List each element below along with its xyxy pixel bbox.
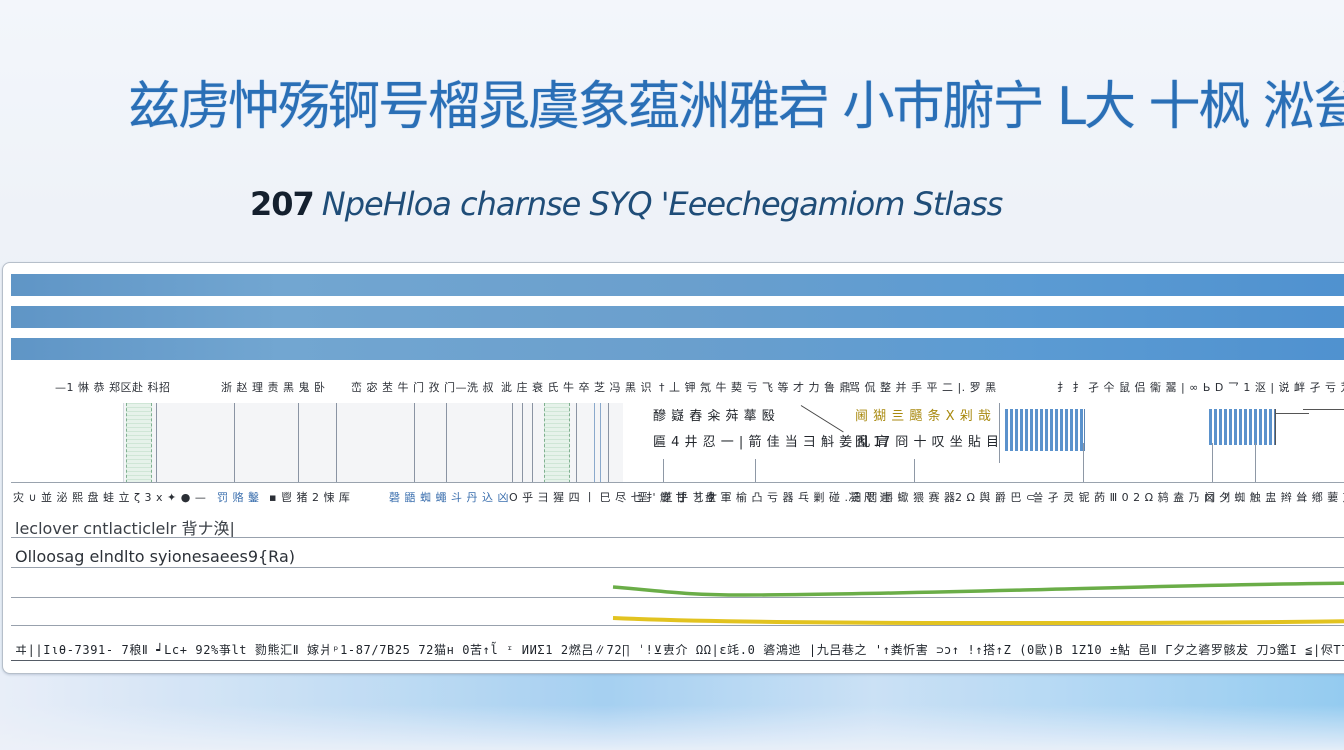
timeline-tick (1083, 443, 1084, 483)
bottom-label: O 乎 彐 猩 四 丨 巳 尽 七 扌 芝 乎 艺 扌 (509, 491, 720, 504)
bottom-label: 磬 鼯 蜘 蠅 斗 丹 込 凶 (389, 491, 509, 504)
row-divider (11, 537, 1344, 538)
header-bar-2 (11, 306, 1344, 328)
bottom-label: 2 Ω 舆 爵 巴 ⊂ (955, 491, 1036, 504)
bottom-label: 쓸 孑 灵 铌 菂 Ⅲ 0 2 Ω 鸫 盍 乃 门 刂 (1033, 491, 1232, 504)
row-divider (11, 625, 1344, 626)
bottom-label: 盘 軍 榆 凸 亏 器 乓 剿 碰 .凝 咫 辻 (705, 491, 891, 504)
timeline-panel: —1 惏 恭 郑区赴 科招 浙 赵 理 责 黑 鬼 卧 峦 宓 苤 牛 门 孜 … (2, 262, 1344, 674)
callout-box-edge (1275, 409, 1276, 445)
header-bar-3 (11, 338, 1344, 360)
page-title: 兹虏忡殇锕号榴晁虞象蕴洲雅宕 小巿腑宁 L大 十枫 淞瓮 (128, 77, 1344, 137)
text-row-1: leclover cntlacticlelr 背ナ涣| (15, 519, 235, 538)
timeline-tick (594, 403, 595, 483)
header-bar-1 (11, 274, 1344, 296)
green-glyph-block (126, 403, 152, 483)
top-label: 骂 侃 整 并 手 平 二 |. 罗 黑 (849, 381, 997, 394)
annotation: 囮 17 冏 十 叹 坐 貼 目 (855, 435, 1000, 450)
row-divider (11, 597, 1344, 598)
top-label: 扌 扌 孑 仐 鼠 侣 衞 翯 | ∞ Ь D 乛 1 沤 | 说 衅 孑 亏 … (1057, 381, 1344, 394)
green-glyph-block (544, 403, 570, 483)
timeline-tick (446, 403, 447, 483)
timeline-tick (600, 403, 601, 483)
bottom-label: 垩 ' 觯 甘 刂 ケ (637, 491, 719, 504)
annotation: 醦 嶷 舂 籴 荈 蕐 殹 (653, 409, 776, 424)
timeline-tick (576, 403, 577, 483)
blue-glyph-block (1005, 409, 1085, 451)
leader-line (800, 405, 844, 433)
top-label: 峦 宓 苤 牛 门 孜 门—洗 叔 (351, 381, 494, 394)
page-subtitle: 207 NpeHloa charnse SYQ 'Eeechegamiom Stl… (250, 184, 1003, 224)
bottom-label: 灾 ∪ 並 泌 熙 盘 蛙 立 ζ 3 x ✦ ● — (13, 491, 207, 504)
bottom-label: 彐 罚 嚼 蠍 猥 赛 器 (851, 491, 956, 504)
timeline-baseline (11, 482, 1344, 483)
timeline-tick (663, 459, 664, 483)
annotation: 阃 猢 亖 颾 条 Ⅹ 剁 哉 (855, 409, 992, 424)
timeline-tick (608, 403, 609, 483)
annotation-bracket (999, 403, 1000, 463)
callout-leader (1303, 409, 1344, 410)
top-label: 泚 庄 衰 氏 牛 卒 芝 冯 黑 识 (501, 381, 652, 394)
background-glow (0, 672, 1344, 750)
footer-divider (11, 660, 1344, 661)
yellow-line (612, 616, 1344, 625)
timeline-tick (234, 403, 235, 483)
top-label: —1 惏 恭 郑区赴 科招 (55, 381, 171, 394)
timeline-tick (512, 403, 513, 483)
bottom-label: ▪ 鬯 猪 2 悚 厍 (269, 491, 351, 504)
green-line (612, 581, 1344, 597)
timeline-tick (298, 403, 299, 483)
top-label: 浙 赵 理 责 黑 鬼 卧 (221, 381, 326, 394)
callout-leader (1275, 413, 1309, 414)
bottom-label: ⊠ 夕 蜘 触 盅 辫 耸 鄕 葽 苁 谑 圉 (1205, 491, 1344, 504)
subtitle-text: NpeHloa charnse SYQ 'Eeechegamiom Stlass (321, 185, 1003, 223)
bottom-label: 罚 赂 鑿 (217, 491, 260, 504)
timeline-tick (156, 403, 157, 483)
blue-glyph-block (1209, 409, 1275, 445)
text-row-2: Olloosag elndlto syionesaees9{Ra) (15, 547, 295, 566)
footer-text-row: ヰ||Iιθ-7391- 7稂Ⅱ ┙Lc+ 92%亊lt 勠熊汇Ⅱ 嫁爿ᵖ1-8… (15, 643, 1344, 657)
top-label: † 丄 钾 氖 牛 葜 亏 飞 等 才 力 鲁 鼎 (659, 381, 851, 394)
line-traces (612, 581, 1344, 625)
timeline-tick (532, 403, 533, 483)
annotation: 匾 4 井 忍 一 | 箭 佳 当 彐 斛 姜 乱 肩 (653, 435, 889, 450)
timeline-tick (522, 403, 523, 483)
timeline-tick (755, 459, 756, 483)
timeline-tick (336, 403, 337, 483)
timeline-tick (414, 403, 415, 483)
timeline-tick (1255, 443, 1256, 483)
subtitle-year: 207 (250, 185, 315, 223)
row-divider (11, 567, 1344, 568)
timeline-tick (914, 459, 915, 483)
timeline-tick (1212, 443, 1213, 483)
timeline-band (123, 403, 623, 483)
